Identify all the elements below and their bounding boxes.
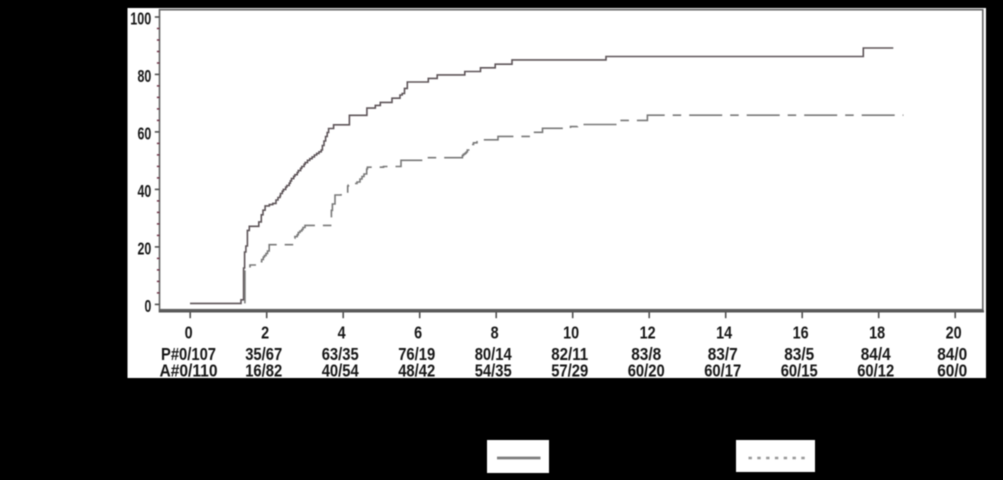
svg-text:20: 20 — [138, 239, 152, 259]
svg-text:60/17: 60/17 — [704, 361, 741, 381]
svg-text:60/15: 60/15 — [781, 361, 818, 381]
svg-text:60/12: 60/12 — [857, 361, 894, 381]
svg-text:35/67: 35/67 — [245, 344, 282, 364]
svg-text:6: 6 — [414, 322, 422, 342]
svg-text:83/7: 83/7 — [708, 344, 738, 364]
svg-text:40/54: 40/54 — [322, 361, 359, 381]
svg-text:100: 100 — [130, 9, 151, 29]
svg-text:83/5: 83/5 — [784, 344, 814, 364]
svg-text:0: 0 — [145, 296, 152, 316]
svg-text:10: 10 — [563, 322, 579, 342]
svg-text:80/14: 80/14 — [475, 344, 512, 364]
svg-text:84/0: 84/0 — [937, 344, 967, 364]
svg-text:16/82: 16/82 — [245, 361, 282, 381]
svg-text:14: 14 — [716, 322, 732, 342]
svg-text:8: 8 — [491, 322, 499, 342]
svg-text:57/29: 57/29 — [551, 361, 588, 381]
svg-text:80: 80 — [138, 66, 152, 86]
svg-text:0: 0 — [185, 322, 193, 342]
svg-text:48/42: 48/42 — [398, 361, 435, 381]
svg-text:82/11: 82/11 — [551, 344, 588, 364]
svg-text:16: 16 — [793, 322, 809, 342]
svg-text:18: 18 — [869, 322, 885, 342]
svg-text:60/20: 60/20 — [628, 361, 665, 381]
svg-text:4: 4 — [338, 322, 346, 342]
svg-text:P#0/107: P#0/107 — [161, 344, 216, 364]
svg-text:63/35: 63/35 — [322, 344, 359, 364]
svg-text:83/8: 83/8 — [631, 344, 661, 364]
svg-text:60: 60 — [138, 124, 152, 144]
svg-text:76/19: 76/19 — [398, 344, 435, 364]
svg-text:A#0/110: A#0/110 — [160, 361, 218, 381]
svg-text:12: 12 — [640, 322, 656, 342]
svg-text:2: 2 — [261, 322, 269, 342]
svg-text:54/35: 54/35 — [475, 361, 512, 381]
svg-text:60/0: 60/0 — [937, 361, 967, 381]
svg-text:40: 40 — [138, 181, 152, 201]
svg-text:84/4: 84/4 — [861, 344, 891, 364]
svg-text:20: 20 — [946, 322, 962, 342]
